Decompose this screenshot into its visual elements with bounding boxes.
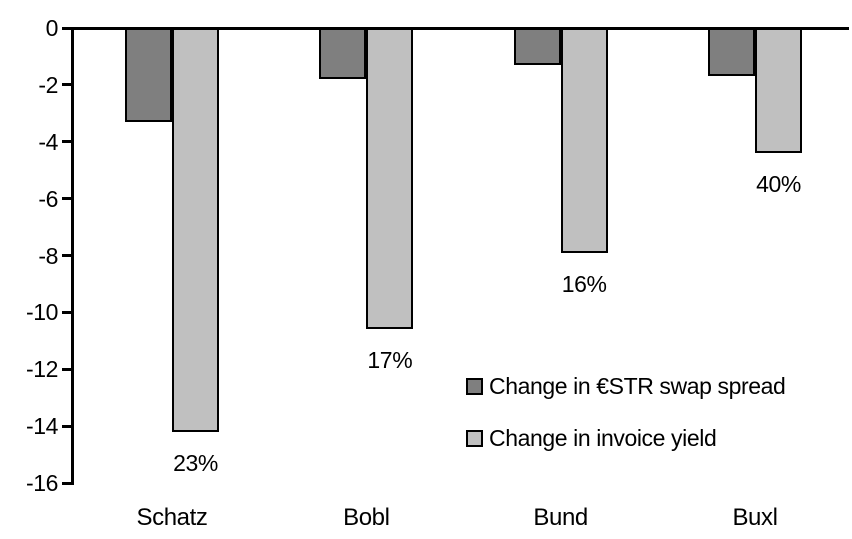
y-tick-label: -6 [38, 185, 58, 212]
x-axis-label-schatz: Schatz [136, 504, 208, 531]
bar-value-label: 23% [173, 449, 218, 476]
y-tick-mark [62, 481, 71, 485]
legend-label: Change in invoice yield [489, 425, 717, 451]
bar-value-label: 16% [561, 270, 607, 297]
x-axis-label-bobl: Bobl [343, 504, 390, 531]
bar-schatz-series-1 [172, 28, 219, 432]
legend-item: Change in invoice yield [466, 425, 717, 451]
y-tick-mark [62, 140, 71, 144]
x-axis-label-bund: Bund [533, 504, 588, 531]
y-tick-mark [62, 310, 71, 314]
bar-bobl-series-0 [319, 28, 367, 80]
bar-bobl-series-1 [366, 28, 414, 330]
y-tick-label: -8 [38, 242, 58, 269]
y-tick-label: -4 [38, 128, 58, 155]
bar-buxl-series-0 [707, 28, 755, 77]
legend-swatch-icon [466, 377, 483, 395]
y-tick-mark [62, 367, 71, 371]
bar-bund-series-0 [513, 28, 561, 65]
x-axis-label-buxl: Buxl [732, 504, 778, 531]
y-tick-label: -12 [25, 356, 58, 383]
legend-swatch-icon [466, 429, 483, 447]
y-axis-line [71, 27, 74, 485]
y-tick-label: -16 [25, 470, 58, 496]
y-tick-label: -2 [38, 71, 58, 98]
y-tick-mark [62, 424, 71, 428]
y-tick-mark [62, 254, 71, 257]
y-tick-mark [62, 26, 71, 30]
y-tick-mark [62, 197, 71, 201]
y-tick-mark [62, 83, 71, 87]
legend-item: Change in €STR swap spread [466, 373, 786, 399]
bar-schatz-series-0 [125, 28, 172, 122]
bar-value-label: 40% [756, 171, 801, 198]
legend-label: Change in €STR swap spread [489, 373, 786, 399]
x-axis-zero-line [71, 27, 849, 30]
bar-value-label: 17% [367, 347, 413, 374]
bar-buxl-series-1 [754, 28, 802, 154]
y-tick-label: 0 [45, 15, 59, 41]
bar-bund-series-1 [560, 28, 608, 253]
y-tick-label: -14 [25, 413, 58, 440]
y-tick-label: -10 [25, 299, 58, 326]
